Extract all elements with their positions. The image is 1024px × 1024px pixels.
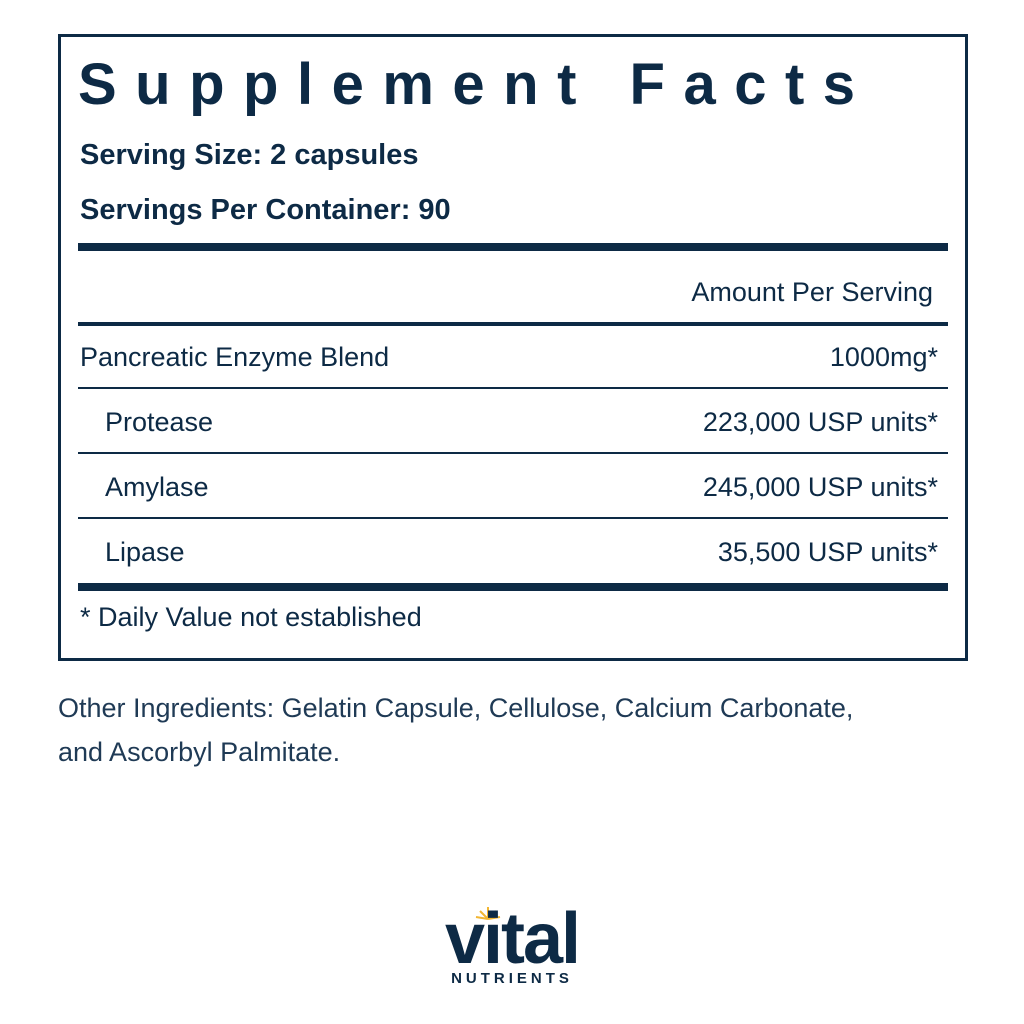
thin-rule: [78, 517, 948, 519]
thick-rule: [78, 243, 948, 251]
brand-tagline: NUTRIENTS: [451, 970, 573, 987]
ingredient-amount: 223,000 USP units*: [702, 407, 938, 437]
medium-rule: [78, 322, 948, 326]
thick-rule: [78, 583, 948, 591]
servings-per-container: Servings Per Container: 90: [80, 194, 451, 226]
thin-rule: [78, 452, 948, 454]
serving-size: Serving Size: 2 capsules: [80, 139, 419, 171]
ingredient-name: Lipase: [105, 537, 185, 567]
thin-rule: [78, 387, 948, 389]
other-ingredients-line: Other Ingredients: Gelatin Capsule, Cell…: [58, 693, 854, 723]
brand-name: vital: [444, 899, 581, 979]
ingredient-name: Pancreatic Enzyme Blend: [80, 342, 390, 372]
ingredient-amount: 1000mg*: [829, 342, 938, 372]
facts-panel: [58, 34, 968, 661]
other-ingredients-line: and Ascorbyl Palmitate.: [58, 737, 341, 767]
ingredient-amount: 35,500 USP units*: [717, 537, 938, 567]
ingredient-name: Amylase: [105, 472, 209, 502]
panel-title: Supplement Facts: [78, 52, 874, 117]
footnote: * Daily Value not established: [80, 602, 422, 632]
ingredient-amount: 245,000 USP units*: [702, 472, 938, 502]
sun-icon: [475, 907, 501, 920]
ingredient-name: Protease: [105, 407, 214, 437]
amount-header: Amount Per Serving: [691, 277, 933, 307]
